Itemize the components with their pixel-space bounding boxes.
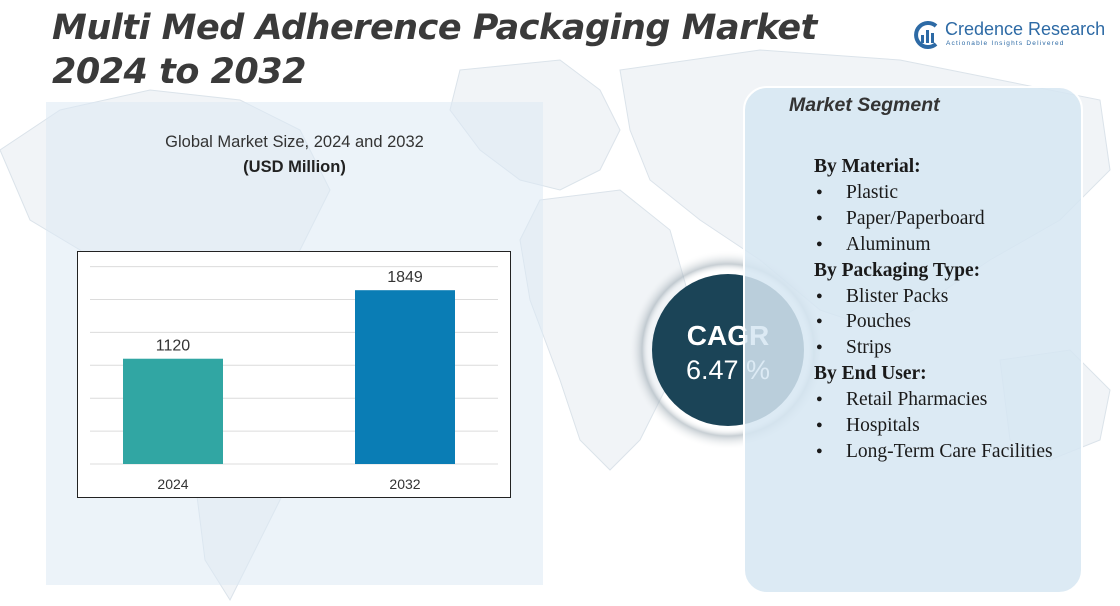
segment-item-label: Blister Packs bbox=[846, 285, 949, 307]
bullet-icon: ● bbox=[816, 211, 823, 224]
market-segment-panel: Market Segment By Material: ● Plastic ● Pa… bbox=[743, 86, 1083, 594]
segment-list: By Material: ● Plastic ● Paper/Paperboard … bbox=[814, 154, 1053, 465]
segment-item: ● Strips bbox=[814, 335, 1053, 361]
chart-title: Global Market Size, 2024 and 2032 bbox=[165, 133, 424, 151]
segment-item: ● Blister Packs bbox=[814, 284, 1053, 310]
segment-item: ● Aluminum bbox=[814, 232, 1053, 258]
segment-item-label: Plastic bbox=[846, 181, 898, 203]
chart-unit: (USD Million) bbox=[243, 158, 346, 176]
market-size-chart-panel: Global Market Size, 2024 and 2032 (USD M… bbox=[46, 102, 543, 585]
segment-item-label: Long-Term Care Facilities bbox=[846, 440, 1053, 462]
x-tick-label: 2032 bbox=[389, 476, 420, 492]
segment-item: ● Long-Term Care Facilities bbox=[814, 439, 1053, 465]
segment-item: ● Hospitals bbox=[814, 413, 1053, 439]
title-line-1: Multi Med Adherence Packaging Market bbox=[52, 8, 817, 48]
credence-research-logo: Credence Research Actionable Insights De… bbox=[912, 19, 1106, 52]
title-line-2: 2024 to 2032 bbox=[52, 52, 306, 92]
segment-item: ● Paper/Paperboard bbox=[814, 206, 1053, 232]
segment-heading: Market Segment bbox=[789, 94, 940, 116]
segment-item-label: Hospitals bbox=[846, 415, 920, 437]
bullet-icon: ● bbox=[816, 444, 823, 457]
logo-tagline: Actionable Insights Delivered bbox=[946, 40, 1065, 47]
bullet-icon: ● bbox=[816, 419, 823, 432]
segment-item-label: Strips bbox=[846, 337, 892, 359]
x-tick-label: 2024 bbox=[157, 476, 188, 492]
bar bbox=[355, 290, 455, 464]
bullet-icon: ● bbox=[816, 341, 823, 354]
bullet-icon: ● bbox=[816, 185, 823, 198]
bar-chart: 1120 2024 1849 2032 bbox=[77, 251, 511, 498]
segment-item: ● Retail Pharmacies bbox=[814, 387, 1053, 413]
segment-group-title: By Material: bbox=[814, 156, 921, 177]
bullet-icon: ● bbox=[816, 315, 823, 328]
segment-item: ● Pouches bbox=[814, 309, 1053, 335]
bar-series: 1120 2024 1849 2032 bbox=[123, 269, 455, 492]
segment-item-label: Paper/Paperboard bbox=[846, 207, 985, 229]
segment-group-title: By End User: bbox=[814, 363, 927, 385]
segment-item-label: Pouches bbox=[846, 311, 911, 333]
bar bbox=[123, 358, 223, 464]
data-label: 1120 bbox=[156, 338, 191, 355]
segment-item-label: Retail Pharmacies bbox=[846, 389, 988, 411]
logo-name: Credence Research bbox=[945, 19, 1106, 39]
page-title: Multi Med Adherence Packaging Market 202… bbox=[52, 6, 817, 94]
bullet-icon: ● bbox=[816, 393, 823, 406]
bullet-icon: ● bbox=[816, 237, 823, 250]
bullet-icon: ● bbox=[816, 289, 823, 302]
segment-group-title: By Packaging Type: bbox=[814, 259, 981, 281]
logo-mark-icon bbox=[914, 21, 938, 49]
data-label: 1849 bbox=[387, 269, 423, 286]
segment-item-label: Aluminum bbox=[846, 233, 931, 255]
segment-item: ● Plastic bbox=[814, 180, 1053, 206]
